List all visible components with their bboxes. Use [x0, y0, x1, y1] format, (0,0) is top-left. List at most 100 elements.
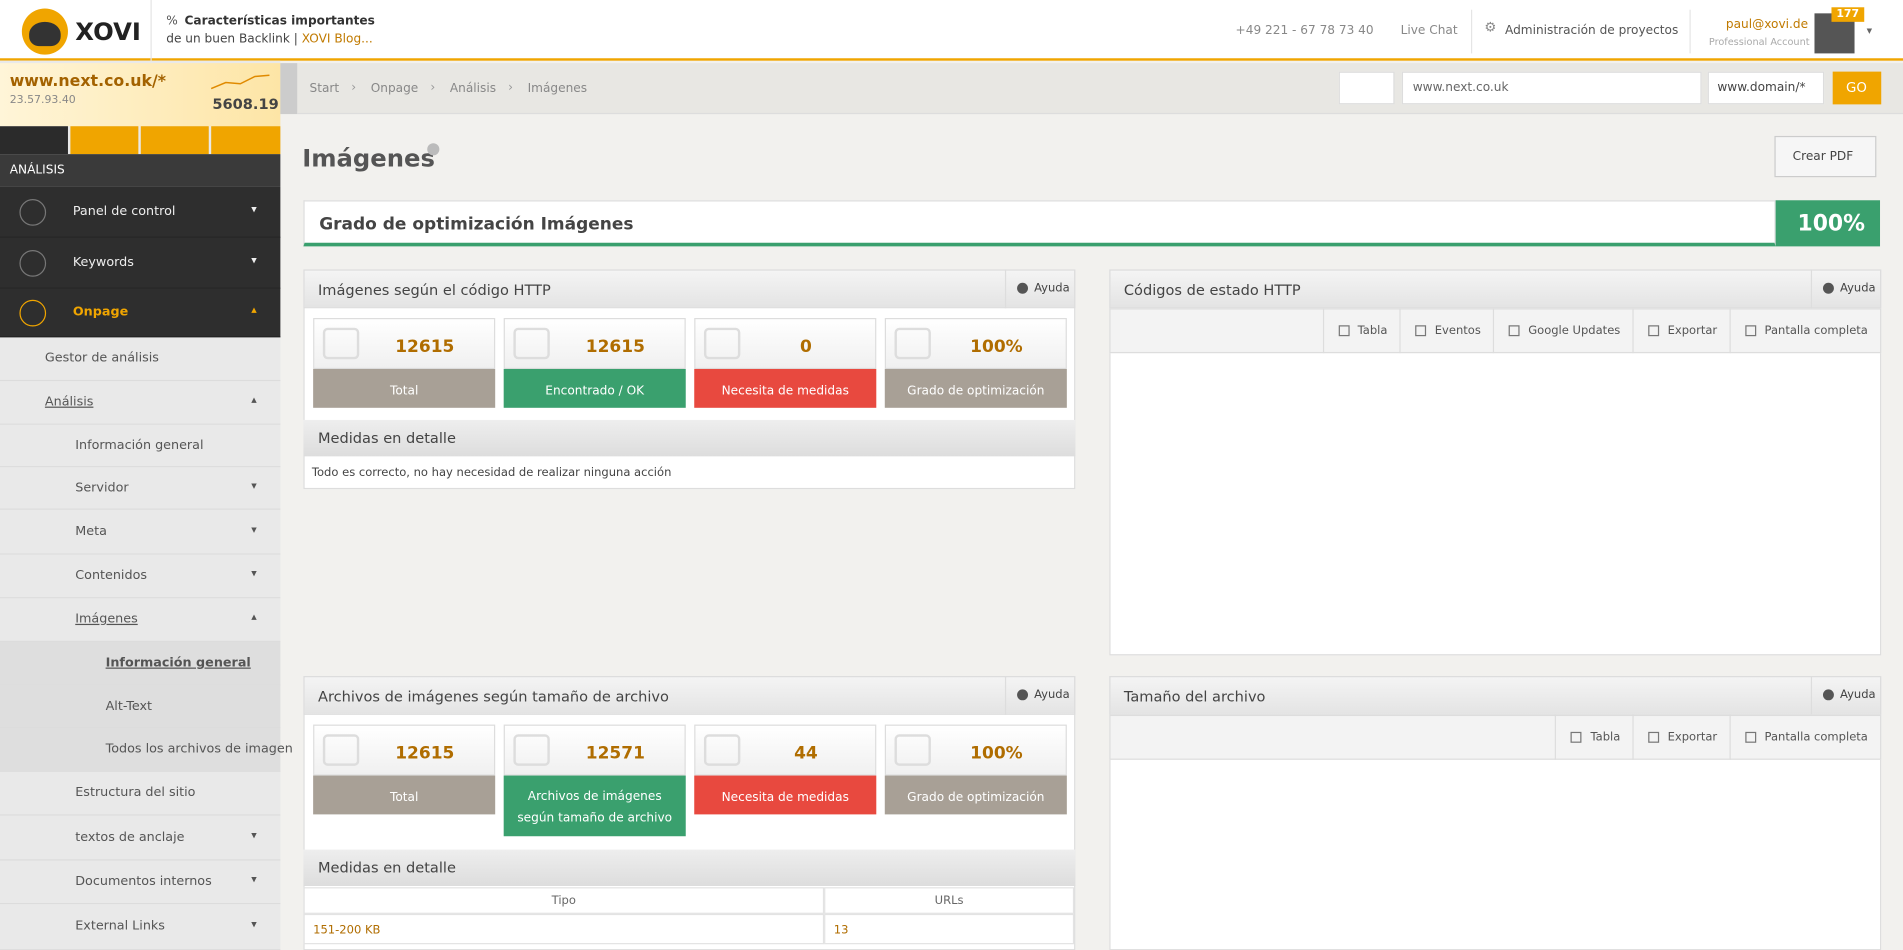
- toolbar-icon: [1415, 325, 1427, 337]
- menu-item[interactable]: Información general: [75, 437, 204, 453]
- tile: [313, 317, 496, 369]
- breadcrumb-item[interactable]: Start: [309, 82, 340, 96]
- tile-label: Necesita de medidas: [694, 775, 877, 815]
- menu-caret: ▾: [251, 829, 257, 842]
- help-link[interactable]: Ayuda: [1034, 688, 1070, 702]
- tile-label: Total: [313, 368, 496, 408]
- tile-icon: [894, 327, 931, 360]
- tile-value: 44: [794, 743, 818, 764]
- url-input[interactable]: www.next.co.uk: [1401, 71, 1702, 105]
- table-cell[interactable]: 151-200 KB: [303, 913, 825, 945]
- scope-select[interactable]: www.domain/*: [1707, 71, 1825, 105]
- detail-header: Medidas en detalle: [303, 849, 1076, 887]
- menu-row: [0, 186, 281, 238]
- menu-item[interactable]: Análisis: [44, 394, 94, 410]
- toolbar-button[interactable]: Exportar: [1632, 308, 1729, 354]
- menu-item[interactable]: Todos los archivos de imagen: [105, 741, 293, 757]
- phone: +49 221 - 67 78 73 40: [1235, 24, 1374, 38]
- panel-title: Imágenes según el código HTTP: [317, 281, 551, 299]
- toolbar-button[interactable]: Tabla: [1322, 308, 1399, 354]
- tab[interactable]: [211, 126, 281, 155]
- toolbar-button[interactable]: Pantalla completa: [1729, 714, 1880, 760]
- menu-item[interactable]: Documentos internos: [75, 873, 212, 889]
- help-link[interactable]: Ayuda: [1839, 281, 1876, 295]
- tile-icon: [322, 327, 360, 360]
- logo-text[interactable]: XOVI: [75, 16, 141, 47]
- projects-menu[interactable]: Administración de proyectos: [1504, 24, 1679, 38]
- menu-item[interactable]: Panel de control: [72, 203, 176, 219]
- section-header: ANÁLISIS: [0, 154, 281, 187]
- go-button[interactable]: GO: [1832, 71, 1882, 105]
- menu-caret: ▾: [251, 918, 257, 931]
- notification-badge[interactable]: 177: [1831, 7, 1864, 22]
- divider: [150, 0, 152, 61]
- grade-value: 100%: [1775, 200, 1881, 247]
- menu-item[interactable]: Onpage: [72, 304, 129, 320]
- toolbar-button[interactable]: Tabla: [1555, 714, 1632, 760]
- tab[interactable]: [70, 126, 139, 155]
- menu-row: [0, 771, 281, 816]
- help-icon[interactable]: [427, 143, 440, 156]
- menu-item[interactable]: External Links: [75, 918, 165, 934]
- sparkline: [210, 74, 270, 90]
- menu-item[interactable]: Imágenes: [75, 611, 138, 627]
- menu-item[interactable]: Meta: [75, 523, 107, 539]
- detail-header: Medidas en detalle: [303, 419, 1076, 457]
- menu-row: [0, 860, 281, 905]
- tip-icon: %: [166, 14, 178, 28]
- tip-title: Características importantes: [184, 14, 375, 28]
- tile-value: 100%: [970, 337, 1023, 357]
- menu-row: [0, 337, 281, 382]
- help-link[interactable]: Ayuda: [1034, 281, 1070, 295]
- toolbar-button[interactable]: Exportar: [1632, 714, 1729, 760]
- site-url[interactable]: www.next.co.uk/*: [9, 72, 167, 92]
- tab[interactable]: [0, 126, 68, 155]
- toolbar-icon: [1648, 731, 1660, 743]
- logo-icon-inner: [29, 21, 61, 47]
- toolbar-button[interactable]: Pantalla completa: [1729, 308, 1880, 354]
- breadcrumb-item: Imágenes: [527, 82, 588, 96]
- live-chat[interactable]: Live Chat: [1400, 24, 1458, 38]
- toolbar-icon: [1508, 325, 1520, 337]
- tip-text: de un buen Backlink |: [166, 32, 298, 47]
- tile: [884, 724, 1067, 776]
- menu-item[interactable]: Alt-Text: [105, 698, 153, 714]
- breadcrumb-item[interactable]: Análisis: [449, 82, 497, 96]
- tip-link[interactable]: XOVI Blog...: [301, 32, 373, 47]
- menu-row: [0, 381, 281, 425]
- menu-row: [0, 509, 281, 555]
- user-email[interactable]: paul@xovi.de: [1725, 18, 1809, 32]
- sidebar-toggle[interactable]: [280, 63, 298, 115]
- divider: [1004, 269, 1007, 309]
- divider: [1810, 676, 1813, 715]
- menu-item[interactable]: Servidor: [75, 480, 129, 495]
- menu-item[interactable]: textos de anclaje: [75, 829, 185, 845]
- breadcrumb-sep: ›: [508, 81, 514, 95]
- menu-row: [0, 815, 281, 861]
- user-caret[interactable]: ▾: [1866, 25, 1873, 38]
- help-icon: [1822, 689, 1834, 701]
- toolbar-button[interactable]: Eventos: [1399, 308, 1493, 354]
- breadcrumb-sep: ›: [351, 81, 357, 95]
- help-icon: [1017, 689, 1029, 701]
- tile-value: 12571: [585, 743, 645, 764]
- site-score: 5608.19: [212, 95, 279, 113]
- help-link[interactable]: Ayuda: [1839, 688, 1876, 702]
- divider: [1004, 676, 1007, 715]
- menu-item[interactable]: Gestor de análisis: [44, 350, 159, 366]
- table-header: Tipo: [303, 887, 825, 914]
- chart-toolbar: [1109, 714, 1882, 760]
- top-bar: [0, 0, 1903, 61]
- menu-item[interactable]: Información general: [105, 655, 251, 670]
- menu-caret: ▾: [251, 203, 257, 217]
- table-header: URLs: [824, 887, 1075, 914]
- language-select[interactable]: [1338, 71, 1395, 105]
- pdf-button[interactable]: Crear PDF: [1774, 135, 1877, 178]
- tab[interactable]: [140, 126, 209, 155]
- detail-message: Todo es correcto, no hay necesidad de re…: [311, 466, 672, 480]
- breadcrumb-item[interactable]: Onpage: [370, 82, 419, 96]
- menu-item[interactable]: Estructura del sitio: [75, 785, 196, 800]
- menu-item[interactable]: Contenidos: [75, 568, 148, 583]
- menu-item[interactable]: Keywords: [72, 254, 134, 270]
- toolbar-button[interactable]: Google Updates: [1493, 308, 1632, 354]
